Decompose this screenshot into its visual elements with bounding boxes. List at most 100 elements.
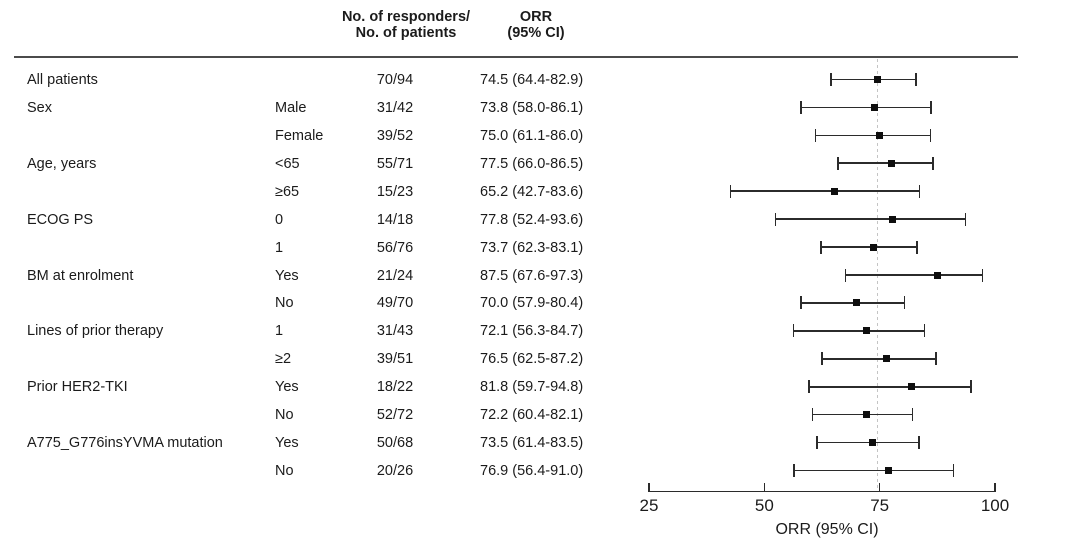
row-orr-value: 73.5 (61.4-83.5) — [480, 435, 584, 452]
point-estimate-marker — [873, 76, 881, 83]
ci-lower-cap — [816, 436, 818, 450]
ci-interval-line — [845, 274, 983, 276]
ci-interval-line — [793, 330, 925, 332]
point-estimate-marker — [869, 439, 877, 447]
row-n-value: 39/51 — [376, 351, 414, 368]
ci-lower-cap — [793, 464, 795, 478]
row-subgroup-label: <65 — [275, 155, 300, 172]
row-n-value: 21/24 — [376, 267, 414, 284]
ci-interval-line — [800, 302, 905, 304]
row-subgroup-label: Yes — [275, 379, 299, 396]
row-orr-value: 65.2 (42.7-83.6) — [480, 183, 584, 200]
ci-interval-line — [809, 385, 971, 388]
ci-upper-cap — [929, 128, 932, 142]
column-header-orr: ORR (95% CI) — [476, 9, 596, 41]
ci-lower-cap — [829, 73, 832, 86]
ci-interval-line — [822, 358, 936, 360]
row-n-value: 31/42 — [376, 99, 414, 116]
ci-lower-cap — [808, 380, 810, 394]
row-group-label: Sex — [27, 99, 52, 116]
point-estimate-marker — [870, 243, 878, 251]
ci-lower-cap — [800, 100, 803, 114]
row-subgroup-label: Yes — [275, 435, 299, 452]
ci-upper-cap — [916, 240, 918, 254]
ci-interval-line — [830, 78, 917, 81]
ci-lower-cap — [799, 296, 802, 310]
x-axis-tick-label: 25 — [639, 496, 659, 515]
x-axis-tick — [648, 483, 650, 491]
point-estimate-marker — [907, 383, 915, 391]
column-header-responders-line2: No. of patients — [355, 25, 457, 41]
point-estimate-marker — [876, 131, 884, 139]
point-estimate-marker — [863, 411, 871, 419]
row-group-label: Lines of prior therapy — [27, 323, 164, 340]
x-axis-tick-label: 75 — [870, 496, 890, 515]
x-axis-tick — [878, 483, 881, 491]
x-axis-title: ORR (95% CI) — [775, 521, 879, 538]
row-group-label: BM at enrolment — [27, 267, 134, 284]
ci-interval-line — [730, 190, 920, 192]
ci-upper-cap — [918, 184, 921, 198]
ci-lower-cap — [821, 352, 823, 366]
ci-lower-cap — [820, 240, 822, 254]
column-header-responders: No. of responders/ No. of patients — [326, 9, 486, 41]
ci-lower-cap — [844, 268, 847, 282]
row-group-label: Prior HER2-TKI — [27, 379, 128, 396]
row-n-value: 18/22 — [376, 379, 414, 396]
ci-upper-cap — [903, 296, 906, 310]
ci-lower-cap — [792, 324, 795, 338]
row-orr-value: 73.7 (62.3-83.1) — [480, 239, 584, 256]
ci-lower-cap — [774, 212, 777, 226]
x-axis-tick-label: 100 — [980, 496, 1010, 515]
ci-interval-line — [793, 469, 954, 472]
row-orr-value: 76.9 (56.4-91.0) — [480, 463, 584, 480]
column-header-orr-line2: (95% CI) — [507, 25, 565, 41]
x-axis-line — [648, 490, 996, 493]
ci-interval-line — [815, 134, 931, 137]
row-subgroup-label: ≥2 — [275, 351, 292, 368]
row-orr-value: 76.5 (62.5-87.2) — [480, 351, 584, 368]
row-subgroup-label: 0 — [275, 211, 284, 228]
row-orr-value: 87.5 (67.6-97.3) — [480, 267, 584, 284]
row-group-label: Age, years — [27, 155, 97, 172]
column-header-orr-line1: ORR — [519, 9, 553, 25]
row-n-value: 70/94 — [376, 72, 414, 88]
row-orr-value: 70.0 (57.9-80.4) — [480, 295, 584, 312]
ci-upper-cap — [918, 436, 920, 450]
row-n-value: 15/23 — [376, 183, 414, 200]
ci-upper-cap — [935, 352, 937, 366]
row-n-value: 55/71 — [376, 155, 414, 172]
row-subgroup-label: 1 — [275, 239, 284, 256]
row-n-value: 50/68 — [376, 435, 414, 452]
ci-lower-cap — [837, 156, 839, 170]
row-orr-value: 77.8 (52.4-93.6) — [480, 211, 584, 228]
row-n-value: 52/72 — [376, 407, 414, 424]
point-estimate-marker — [853, 299, 861, 307]
row-orr-value: 72.2 (60.4-82.1) — [480, 407, 584, 424]
point-estimate-marker — [870, 103, 878, 111]
row-orr-value: 73.8 (58.0-86.1) — [480, 99, 584, 116]
ci-upper-cap — [970, 380, 972, 394]
row-subgroup-label: No — [275, 295, 294, 312]
ci-upper-cap — [911, 408, 914, 422]
ci-upper-cap — [915, 73, 917, 86]
row-subgroup-label: ≥65 — [275, 183, 300, 200]
row-subgroup-label: Male — [275, 99, 307, 116]
ci-interval-line — [816, 441, 919, 444]
point-estimate-marker — [884, 467, 892, 475]
ci-interval-line — [801, 106, 931, 109]
ci-lower-cap — [729, 184, 732, 198]
ci-lower-cap — [811, 408, 814, 422]
ci-upper-cap — [931, 156, 934, 170]
ci-interval-line — [821, 246, 918, 248]
row-orr-value: 74.5 (64.4-82.9) — [480, 72, 584, 88]
x-axis-tick-label: 50 — [754, 496, 774, 515]
ci-lower-cap — [814, 128, 817, 142]
ci-upper-cap — [981, 268, 984, 282]
point-estimate-marker — [830, 187, 838, 195]
row-subgroup-label: No — [275, 463, 294, 480]
row-subgroup-label: Yes — [275, 267, 299, 284]
ci-interval-line — [812, 413, 913, 416]
x-axis-tick — [994, 483, 996, 491]
